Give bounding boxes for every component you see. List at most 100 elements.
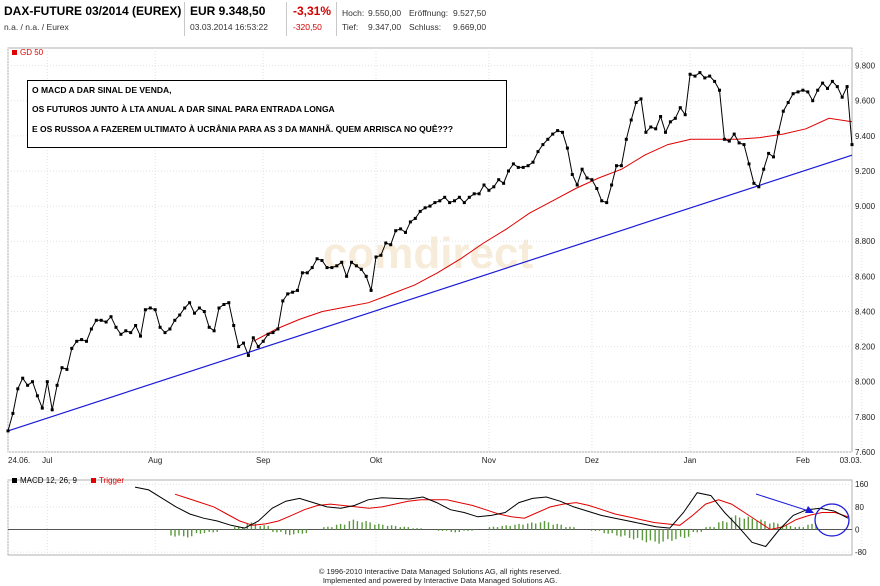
price-y-tick-label: 9.600 xyxy=(855,97,876,106)
price-point xyxy=(227,301,231,305)
price-point xyxy=(256,345,260,349)
price-point xyxy=(178,313,182,317)
price-point xyxy=(585,176,589,180)
price-point xyxy=(183,306,187,310)
price-point xyxy=(673,116,677,120)
price-point xyxy=(511,162,515,166)
price-point xyxy=(207,325,211,329)
price-point xyxy=(251,336,255,340)
price-point xyxy=(70,346,74,350)
price-point xyxy=(835,85,839,89)
price-y-tick-label: 8.000 xyxy=(855,378,876,387)
price-y-tick-label: 8.800 xyxy=(855,237,876,246)
price-point xyxy=(438,199,442,203)
price-point xyxy=(806,90,810,94)
price-point xyxy=(354,264,358,268)
price-point xyxy=(757,185,761,189)
price-point xyxy=(561,130,564,134)
price-point xyxy=(364,274,368,278)
price-y-tick-label: 7.800 xyxy=(855,413,876,422)
x-tick-label: 24.06. xyxy=(8,456,30,465)
price-point xyxy=(246,353,250,357)
price-point xyxy=(727,139,731,143)
price-point xyxy=(168,327,172,331)
price-point xyxy=(124,329,128,333)
price-point xyxy=(526,164,530,168)
price-point xyxy=(791,92,795,96)
moving-average-line xyxy=(253,117,853,342)
price-y-tick-label: 9.000 xyxy=(855,202,876,211)
price-point xyxy=(350,260,353,264)
macd-y-tick-label: 80 xyxy=(855,503,864,512)
high-value: 9.550,00 xyxy=(368,8,402,18)
price-point xyxy=(276,327,280,331)
price-point xyxy=(639,97,643,101)
annotation-circle xyxy=(814,503,850,537)
price-point xyxy=(89,327,93,331)
price-point xyxy=(26,383,30,387)
price-point xyxy=(507,169,510,173)
price-point xyxy=(242,341,245,345)
price-point xyxy=(404,230,407,234)
price-point xyxy=(345,274,349,278)
price-point xyxy=(467,195,471,199)
annotation-line-1: O MACD A DAR SINAL DE VENDA, xyxy=(32,85,172,95)
macd-y-tick-label: 0 xyxy=(855,526,860,535)
price-point xyxy=(644,130,648,134)
price-point xyxy=(173,318,177,322)
legend-macd-label: MACD 12, 26, 9 xyxy=(20,476,77,485)
price-point xyxy=(703,76,707,80)
price-point xyxy=(222,303,226,306)
price-point xyxy=(305,271,309,275)
price-point xyxy=(600,199,604,203)
price-point xyxy=(188,301,192,305)
price-point xyxy=(840,95,844,99)
price-point xyxy=(737,141,741,145)
price-point xyxy=(271,331,275,335)
price-point xyxy=(649,125,653,129)
low-label: Tief: xyxy=(342,22,359,32)
price-y-tick-label: 8.200 xyxy=(855,343,876,352)
price-point xyxy=(99,318,103,322)
annotation-arrow-head xyxy=(805,506,814,513)
price-point xyxy=(114,325,118,329)
price-point xyxy=(55,383,59,387)
price-point xyxy=(615,164,618,168)
price-point xyxy=(94,318,98,322)
price-point xyxy=(448,201,452,205)
legend-ma-swatch xyxy=(12,50,17,55)
price-point xyxy=(237,345,241,349)
price-point xyxy=(516,165,520,169)
price-point xyxy=(217,306,221,310)
price-point xyxy=(310,266,314,270)
price-point xyxy=(379,253,383,257)
price-point xyxy=(482,183,486,187)
price-point xyxy=(325,266,329,270)
price-cell xyxy=(186,2,287,36)
price-point xyxy=(197,306,201,310)
price-point xyxy=(443,195,447,199)
x-tick-label: Feb xyxy=(796,456,810,465)
price-point xyxy=(752,181,756,185)
price-point xyxy=(163,331,167,335)
price-point xyxy=(781,109,785,113)
price-point xyxy=(551,132,555,136)
price-point xyxy=(384,241,388,245)
price-point xyxy=(374,255,378,259)
macd-y-tick-label: -80 xyxy=(855,548,867,557)
price-point xyxy=(565,146,569,150)
price-point xyxy=(556,129,560,133)
price-y-tick-label: 7.600 xyxy=(855,448,876,457)
price-point xyxy=(521,165,525,169)
symbol-title: DAX-FUTURE 03/2014 (EUREX) xyxy=(4,4,182,18)
price-point xyxy=(300,271,304,275)
open-label: Eröffnung: xyxy=(409,8,449,18)
x-tick-label: 03.03. xyxy=(840,456,862,465)
price-point xyxy=(330,266,334,270)
price-point xyxy=(575,183,579,187)
price-point xyxy=(428,204,432,208)
price-point xyxy=(610,183,614,187)
price-point xyxy=(541,143,545,147)
x-tick-label: Okt xyxy=(370,456,383,465)
legend-trigger-label: Trigger xyxy=(99,476,124,485)
